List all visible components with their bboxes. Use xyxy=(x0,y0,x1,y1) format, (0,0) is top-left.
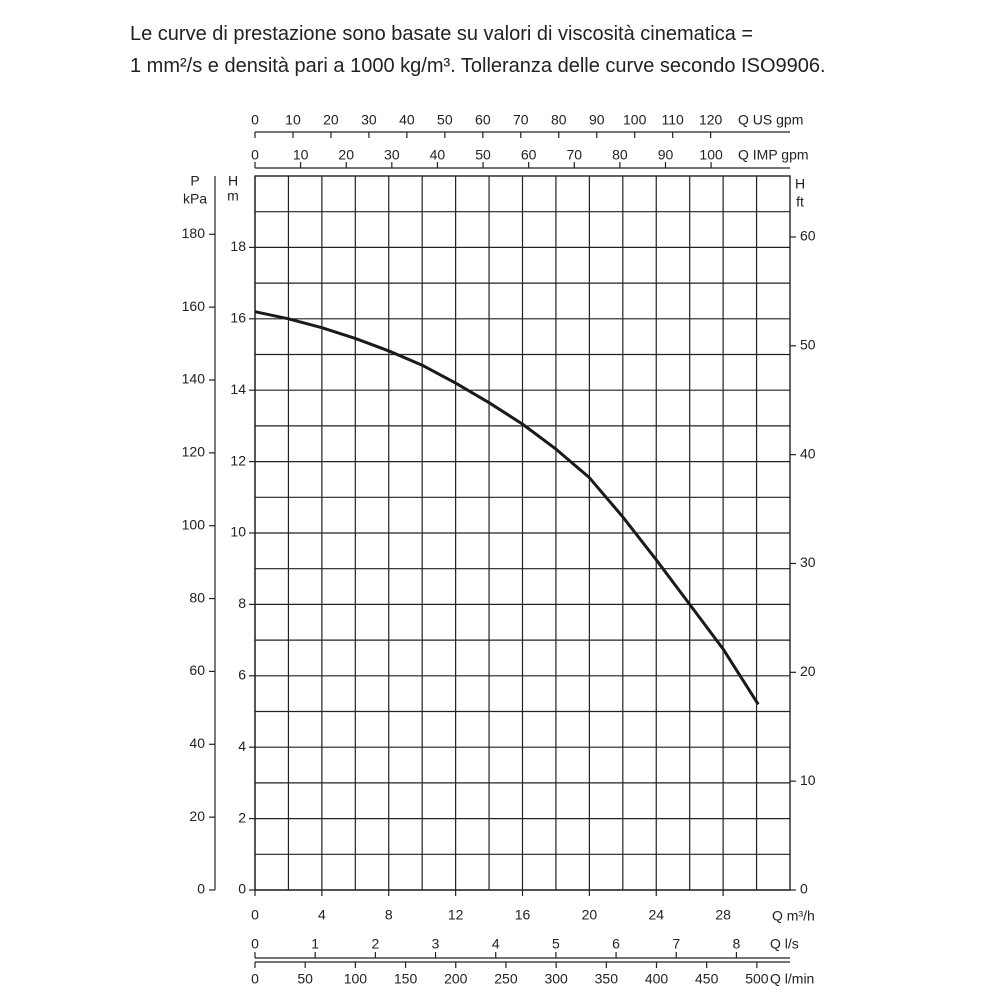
axis-tick-label: 3 xyxy=(432,936,440,952)
y-axis-label: m xyxy=(227,188,239,204)
axis-tick-label: 0 xyxy=(251,971,259,987)
axis-tick-label: 10 xyxy=(293,147,309,163)
axis-tick-label: 1 xyxy=(311,936,319,952)
y-tick-label: 10 xyxy=(230,524,246,540)
axis-tick-label: 100 xyxy=(344,971,368,987)
axis-tick-label: 60 xyxy=(800,228,816,244)
x-tick-label: 28 xyxy=(715,907,731,923)
axis-tick-label: 90 xyxy=(658,147,674,163)
y-tick-label: 12 xyxy=(230,452,246,468)
x-tick-label: 16 xyxy=(515,907,531,923)
axis-tick-label: 7 xyxy=(672,936,680,952)
y-tick-label: 0 xyxy=(238,881,246,897)
axis-tick-label: 40 xyxy=(399,112,415,128)
axis-tick-label: 6 xyxy=(612,936,620,952)
axis-tick-label: 0 xyxy=(251,147,259,163)
y-tick-label: 18 xyxy=(230,238,246,254)
x-tick-label: 20 xyxy=(582,907,598,923)
axis-tick-label: 250 xyxy=(494,971,518,987)
axis-tick-label: 150 xyxy=(394,971,418,987)
axis-tick-label: 10 xyxy=(285,112,301,128)
x-tick-label: 0 xyxy=(251,907,259,923)
axis-tick-label: 60 xyxy=(475,112,491,128)
axis-tick-label: 0 xyxy=(251,936,259,952)
axis-label: H xyxy=(795,176,805,192)
axis-tick-label: 30 xyxy=(384,147,400,163)
x-tick-label: 4 xyxy=(318,907,326,923)
axis-tick-label: 100 xyxy=(699,147,723,163)
axis-tick-label: 5 xyxy=(552,936,560,952)
axis-label: Q IMP gpm xyxy=(738,147,809,163)
axis-tick-label: 200 xyxy=(444,971,468,987)
axis-tick-label: 30 xyxy=(800,554,816,570)
axis-tick-label: 80 xyxy=(612,147,628,163)
axis-tick-label: 40 xyxy=(430,147,446,163)
axis-tick-label: 50 xyxy=(297,971,313,987)
axis-tick-label: 400 xyxy=(645,971,669,987)
y-tick-label: 8 xyxy=(238,595,246,611)
axis-tick-label: 40 xyxy=(189,735,205,751)
axis-tick-label: 60 xyxy=(521,147,537,163)
axis-tick-label: 2 xyxy=(371,936,379,952)
y-tick-label: 16 xyxy=(230,310,246,326)
y-tick-label: 4 xyxy=(238,738,246,754)
axis-tick-label: 30 xyxy=(361,112,377,128)
axis-tick-label: 500 xyxy=(745,971,769,987)
chart-title: Le curve di prestazione sono basate su v… xyxy=(130,23,753,45)
axis-tick-label: 70 xyxy=(566,147,582,163)
y-tick-label: 14 xyxy=(230,381,246,397)
pump-curve xyxy=(254,310,760,706)
axis-tick-label: 80 xyxy=(551,112,567,128)
axis-tick-label: 20 xyxy=(338,147,354,163)
axis-label: Q US gpm xyxy=(738,112,803,128)
axis-tick-label: 50 xyxy=(437,112,453,128)
axis-label: Q l/s xyxy=(770,936,799,952)
axis-label: kPa xyxy=(183,191,207,207)
y-axis-label: H xyxy=(228,173,238,189)
axis-tick-label: 140 xyxy=(182,371,206,387)
axis-tick-label: 4 xyxy=(492,936,500,952)
axis-tick-label: 0 xyxy=(197,881,205,897)
axis-tick-label: 100 xyxy=(623,112,647,128)
axis-tick-label: 50 xyxy=(800,336,816,352)
axis-label: ft xyxy=(796,194,804,210)
axis-tick-label: 10 xyxy=(800,772,816,788)
y-tick-label: 6 xyxy=(238,667,246,683)
x-tick-label: 24 xyxy=(648,907,664,923)
axis-tick-label: 70 xyxy=(513,112,529,128)
axis-tick-label: 60 xyxy=(189,662,205,678)
axis-tick-label: 50 xyxy=(475,147,491,163)
axis-tick-label: 90 xyxy=(589,112,605,128)
axis-tick-label: 120 xyxy=(699,112,723,128)
axis-tick-label: 300 xyxy=(544,971,568,987)
axis-label: Q l/min xyxy=(770,971,814,987)
x-axis-label: Q m³/h xyxy=(772,908,815,924)
axis-tick-label: 0 xyxy=(251,112,259,128)
axis-tick-label: 450 xyxy=(695,971,719,987)
axis-tick-label: 350 xyxy=(595,971,619,987)
axis-tick-label: 20 xyxy=(800,663,816,679)
axis-tick-label: 0 xyxy=(800,881,808,897)
axis-tick-label: 80 xyxy=(189,589,205,605)
axis-tick-label: 160 xyxy=(182,298,206,314)
x-tick-label: 12 xyxy=(448,907,464,923)
axis-tick-label: 120 xyxy=(182,444,206,460)
chart-title: 1 mm²/s e densità pari a 1000 kg/m³. Tol… xyxy=(130,55,826,77)
axis-label: P xyxy=(190,173,199,189)
axis-tick-label: 100 xyxy=(182,516,206,532)
x-tick-label: 8 xyxy=(385,907,393,923)
axis-tick-label: 110 xyxy=(662,112,685,128)
y-tick-label: 2 xyxy=(238,809,246,825)
axis-tick-label: 180 xyxy=(182,225,206,241)
axis-tick-label: 40 xyxy=(800,445,816,461)
axis-tick-label: 8 xyxy=(733,936,741,952)
axis-tick-label: 20 xyxy=(323,112,339,128)
axis-tick-label: 20 xyxy=(189,808,205,824)
